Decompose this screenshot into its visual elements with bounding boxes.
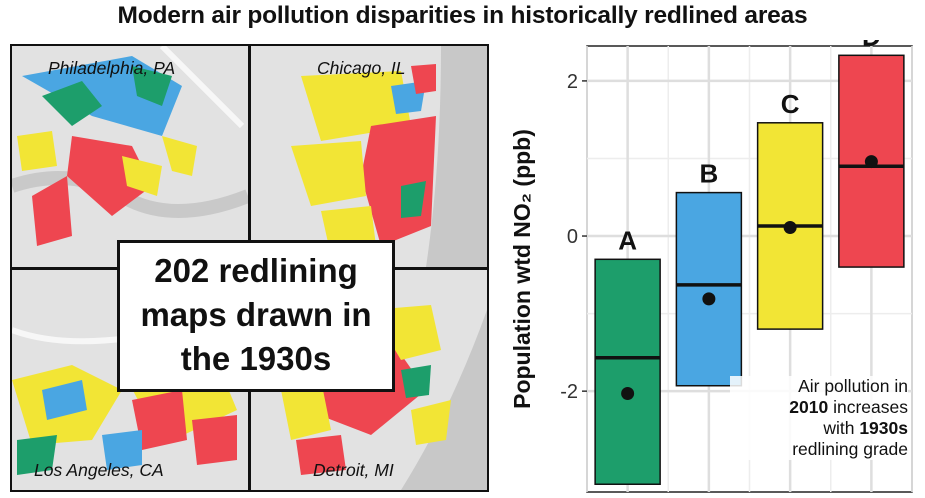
- city-label-los-angeles: Los Angeles, CA: [34, 460, 164, 480]
- city-label-chicago: Chicago, IL: [317, 58, 406, 78]
- redlining-maps-panel: Philadelphia, PA Chicago, IL Los Angeles…: [10, 44, 489, 492]
- note-line-1: Air pollution in: [798, 376, 908, 396]
- callout-line-2: maps drawn in: [140, 296, 372, 333]
- box-grade-B: [675, 191, 743, 387]
- note-line-4: redlining grade: [792, 439, 908, 459]
- y-axis-label: Population wtd NO₂ (ppb): [509, 129, 535, 409]
- mean-point-B: [702, 292, 716, 306]
- city-label-philadelphia: Philadelphia, PA: [48, 58, 176, 78]
- chart-annotation: Air pollution in 2010 increases with 193…: [730, 376, 908, 460]
- note-line-2-rest: increases: [828, 397, 908, 417]
- callout-line-1: 202 redlining: [154, 252, 358, 289]
- figure-title: Modern air pollution disparities in hist…: [117, 2, 808, 29]
- map-chicago: Chicago, IL: [251, 46, 487, 267]
- callout-line-3: the 1930s: [180, 340, 332, 377]
- note-year: 2010: [789, 397, 829, 417]
- mean-point-D: [864, 155, 878, 169]
- y-tick-label: -2: [560, 381, 578, 403]
- note-decade: 1930s: [859, 418, 908, 438]
- chicago-map-graphic: [291, 46, 487, 267]
- grade-label-C: C: [781, 89, 800, 119]
- map-philadelphia: Philadelphia, PA: [12, 46, 248, 267]
- city-label-detroit: Detroit, MI: [313, 460, 394, 480]
- grade-label-B: B: [699, 159, 718, 189]
- box-grade-A: [594, 258, 661, 485]
- redlining-callout: 202 redlining maps drawn in the 1930s: [117, 240, 395, 392]
- y-tick-label: 0: [567, 226, 578, 248]
- y-tick-label: 2: [567, 71, 578, 93]
- mean-point-C: [783, 221, 797, 235]
- philadelphia-map-graphic: [12, 46, 248, 246]
- note-line-3-pre: with: [823, 418, 860, 438]
- grade-label-A: A: [618, 225, 637, 255]
- mean-point-A: [621, 386, 635, 400]
- grade-label-D: D: [862, 40, 881, 51]
